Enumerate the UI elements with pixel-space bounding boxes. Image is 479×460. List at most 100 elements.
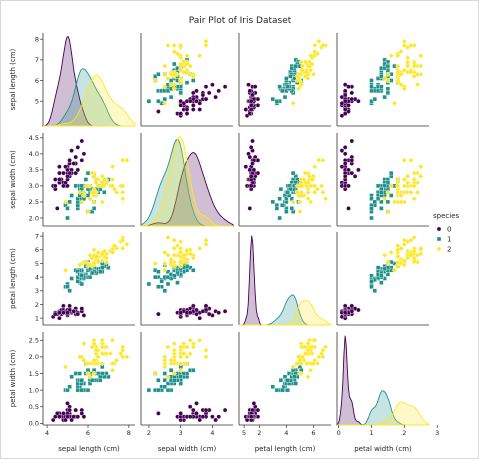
point-0-44	[255, 96, 261, 102]
panel-row4-col1: 0.0 0.5 1.0 1.5 2.0 2.5 4 6 8	[29, 332, 135, 437]
x-tick-label: 2	[402, 429, 406, 437]
point-2-34	[381, 195, 388, 202]
point-2-9	[196, 52, 203, 59]
point-2-38	[294, 183, 300, 189]
point-2-37	[395, 253, 401, 260]
point-1-33	[168, 368, 174, 373]
point-0-31	[191, 407, 196, 413]
point-0-43	[194, 401, 199, 406]
point-2-6	[162, 100, 168, 107]
y-tick-label: 4	[35, 273, 39, 281]
y-tick-label: 1.0	[29, 386, 39, 394]
point-0-44	[67, 303, 72, 309]
point-2-34	[87, 195, 93, 202]
point-0-22	[57, 315, 62, 321]
panel-row2-col2	[140, 133, 234, 227]
point-0-43	[356, 307, 361, 313]
point-0-15	[250, 138, 255, 144]
point-0-42	[53, 414, 58, 419]
point-0-37	[339, 164, 345, 169]
point-0-14	[246, 82, 251, 87]
point-2-33	[91, 189, 97, 196]
point-1-22	[385, 199, 391, 205]
point-1-34	[73, 371, 78, 376]
point-0-47	[57, 177, 62, 182]
point-2-19	[385, 77, 391, 84]
point-0-47	[342, 107, 348, 112]
point-1-9	[69, 374, 74, 379]
point-2-47	[299, 354, 306, 360]
point-2-35	[119, 245, 126, 252]
point-1-31	[369, 279, 374, 284]
point-0-33	[216, 88, 221, 94]
point-2-35	[177, 245, 184, 252]
point-2-33	[171, 71, 178, 78]
point-2-7	[314, 186, 321, 192]
point-1-10	[146, 99, 152, 104]
point-2-45	[177, 344, 184, 350]
point-0-36	[194, 88, 199, 94]
point-2-8	[99, 199, 106, 205]
panel-row2-col3	[238, 133, 331, 227]
point-0-37	[197, 417, 202, 423]
point-1-31	[159, 279, 164, 284]
x-tick-label: 3	[435, 429, 439, 437]
point-1-31	[75, 279, 80, 284]
point-1-49	[285, 84, 290, 89]
point-2-48	[190, 255, 197, 261]
point-2-31	[401, 157, 408, 164]
point-1-48	[372, 288, 377, 293]
point-1-45	[178, 381, 183, 386]
point-1-48	[270, 96, 275, 102]
point-2-38	[294, 360, 300, 367]
point-1-41	[382, 266, 387, 272]
point-0-49	[248, 414, 254, 419]
point-2-43	[309, 344, 315, 350]
point-2-39	[404, 59, 411, 65]
point-2-47	[401, 257, 408, 264]
point-0-15	[222, 309, 228, 314]
point-0-36	[247, 88, 253, 94]
point-2-42	[398, 192, 404, 199]
y-tick-label: 6	[35, 77, 39, 85]
point-2-18	[119, 195, 126, 202]
point-2-30	[312, 48, 318, 55]
point-2-48	[411, 255, 417, 261]
point-2-29	[109, 183, 116, 189]
point-1-42	[284, 196, 289, 201]
point-0-40	[194, 411, 199, 416]
point-2-35	[177, 42, 184, 49]
point-1-23	[293, 381, 298, 386]
point-0-22	[243, 107, 249, 112]
point-0-37	[63, 417, 68, 423]
point-0-31	[73, 407, 78, 413]
point-0-41	[156, 109, 161, 114]
point-1-9	[168, 94, 174, 100]
point-2-21	[171, 86, 178, 92]
point-0-45	[178, 103, 183, 108]
point-2-44	[418, 63, 424, 69]
point-2-42	[398, 81, 404, 88]
point-0-31	[191, 90, 196, 96]
point-2-32	[93, 347, 99, 354]
point-2-9	[418, 52, 424, 59]
point-0-37	[339, 101, 345, 106]
point-2-42	[168, 81, 174, 88]
point-2-47	[95, 183, 101, 189]
point-2-48	[302, 73, 309, 80]
point-1-17	[285, 387, 290, 393]
point-2-30	[398, 48, 404, 55]
point-2-5	[177, 238, 184, 245]
point-2-30	[113, 245, 120, 252]
y-tick-label: 5	[35, 260, 39, 268]
point-2-46	[91, 260, 97, 267]
point-1-29	[165, 387, 171, 393]
y-axis-label-petal-width-cm: petal width (cm)	[9, 349, 17, 407]
point-2-0	[91, 173, 97, 180]
point-1-35	[290, 170, 296, 176]
point-0-31	[349, 170, 355, 176]
panels: 5 6 7 8 2.0 2.5 3.0 3.5 4.0 4.5 1 2 3 4 5 6 7 0.0 0.5 1.0 1.…	[9, 33, 439, 453]
legend-label-1: 1	[447, 236, 451, 244]
point-2-22	[119, 237, 126, 243]
point-2-33	[385, 259, 391, 265]
